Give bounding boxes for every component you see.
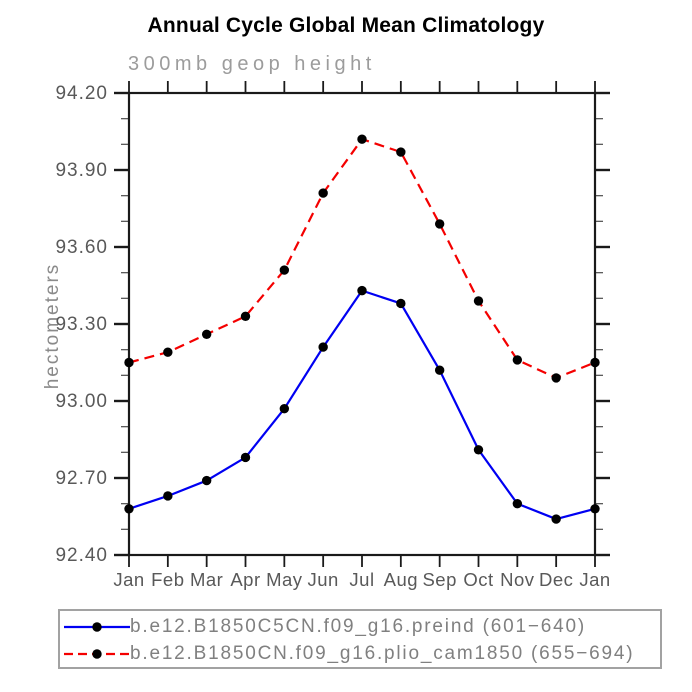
data-point-marker [396, 298, 406, 309]
data-point-marker [512, 355, 523, 365]
data-point-marker [590, 504, 600, 514]
x-tick-label: Oct [463, 569, 493, 590]
y-tick-label: 93.90 [55, 160, 108, 181]
plot-frame [127, 91, 597, 557]
data-point-marker [124, 357, 134, 368]
data-point-marker [163, 347, 173, 357]
series-line-1 [128, 138, 596, 379]
data-point-marker [318, 188, 328, 198]
data-point-marker [551, 514, 561, 524]
chart-title: Annual Cycle Global Mean Climatology [147, 14, 545, 37]
data-point-marker [279, 265, 290, 275]
legend-label: b.e12.B1850CN.f09_g16.plio_cam1850 (655−… [130, 642, 635, 664]
series-line-0 [128, 289, 596, 521]
legend-item: b.e12.B1850CN.f09_g16.plio_cam1850 (655−… [60, 640, 660, 667]
x-tick-label: Mar [190, 569, 223, 590]
x-tick-label: Dec [539, 569, 573, 590]
data-point-marker [201, 475, 212, 486]
data-point-marker [318, 342, 328, 352]
data-point-marker [434, 365, 445, 375]
data-point-marker [551, 373, 561, 383]
legend-item: b.e12.B1850C5CN.f09_g16.preind (601−640) [60, 613, 660, 640]
x-tick-label: Jan [579, 569, 610, 590]
data-point-marker [473, 296, 484, 306]
chart-subtitle: 300mb geop height [128, 53, 376, 75]
x-tick-label: Jul [349, 569, 374, 590]
x-tick-label: Feb [151, 569, 184, 590]
x-tick-label: May [266, 569, 303, 590]
chart-legend: b.e12.B1850C5CN.f09_g16.preind (601−640)… [58, 609, 662, 669]
y-tick-label: 93.30 [55, 314, 108, 335]
data-point-marker [590, 357, 600, 368]
legend-line-sample [64, 649, 130, 659]
x-tick-label: Apr [230, 569, 260, 590]
y-tick-label: 93.60 [55, 237, 108, 258]
data-point-marker [163, 491, 173, 501]
data-point-marker [279, 404, 290, 414]
data-point-marker [357, 285, 367, 296]
y-axis-title: hectometers [42, 263, 63, 390]
x-tick-label: Aug [384, 569, 418, 590]
data-point-marker [201, 329, 212, 339]
data-point-marker [434, 219, 445, 229]
y-tick-label: 94.20 [55, 83, 108, 104]
y-tick-label: 93.00 [55, 391, 108, 412]
data-point-marker [512, 498, 523, 509]
data-point-marker [357, 134, 367, 144]
x-tick-label: Sep [422, 569, 456, 590]
data-point-marker [240, 452, 251, 463]
x-tick-label: Nov [500, 569, 535, 590]
legend-label: b.e12.B1850C5CN.f09_g16.preind (601−640) [130, 615, 586, 637]
data-point-marker [396, 147, 406, 157]
x-tick-label: Jun [308, 569, 339, 590]
y-tick-label: 92.70 [55, 468, 108, 489]
legend-line-sample [64, 622, 130, 632]
x-tick-label: Jan [113, 569, 144, 590]
data-point-marker [473, 445, 484, 455]
data-point-marker [240, 311, 251, 321]
data-point-marker [124, 504, 134, 514]
y-tick-label: 92.40 [55, 545, 108, 566]
